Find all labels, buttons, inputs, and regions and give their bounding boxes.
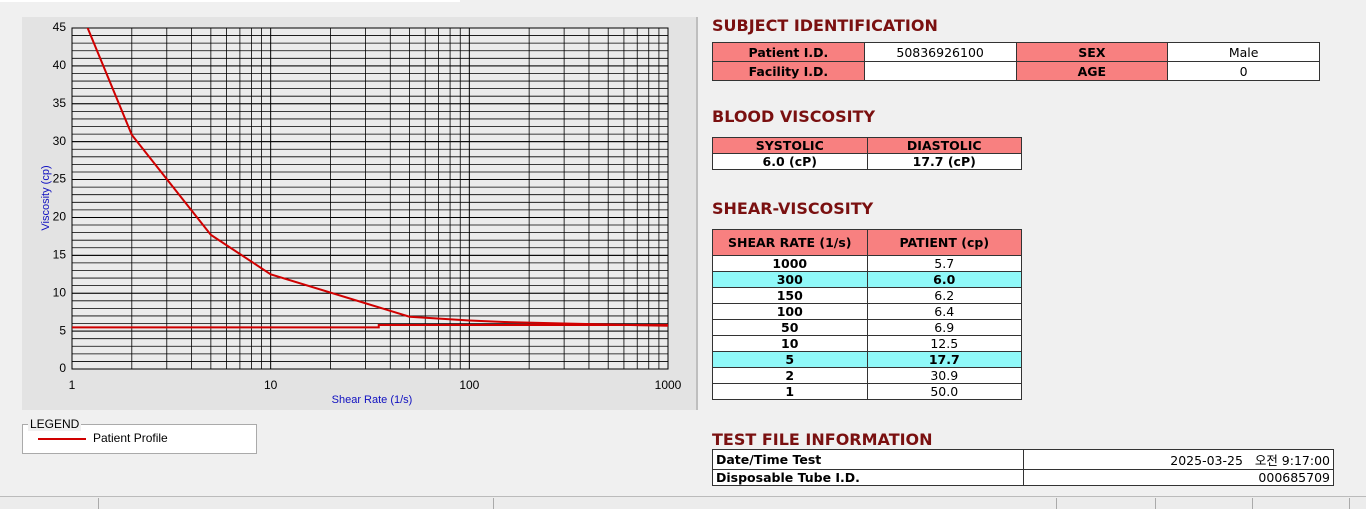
test-file-table: Date/Time Test 2025-03-25 오전 9:17:00 Dispo… bbox=[712, 449, 1334, 486]
label-cell: Facility I.D. bbox=[712, 61, 865, 81]
row: 1 50.0 bbox=[712, 383, 1022, 400]
rate-cell: 150 bbox=[712, 287, 868, 304]
label-cell: SEX bbox=[1015, 42, 1169, 62]
top-edge bbox=[0, 0, 460, 2]
y-tick-label: 0 bbox=[59, 361, 66, 375]
x-tick-label: 1000 bbox=[655, 378, 682, 392]
value-cell: 5.7 bbox=[866, 255, 1022, 272]
y-tick-label: 20 bbox=[53, 210, 67, 224]
label-cell: Patient I.D. bbox=[712, 42, 865, 62]
row: 6.0 (cP) 17.7 (cP) bbox=[712, 153, 1022, 170]
label-cell: Date/Time Test bbox=[712, 449, 1024, 470]
header-cell: SYSTOLIC bbox=[712, 137, 868, 154]
value-cell: 50.0 bbox=[866, 383, 1022, 400]
rate-cell: 5 bbox=[712, 351, 868, 368]
rate-cell: 50 bbox=[712, 319, 868, 336]
row: 100 6.4 bbox=[712, 303, 1022, 320]
value-cell: 6.0 (cP) bbox=[712, 153, 868, 170]
header-row: SYSTOLIC DIASTOLIC bbox=[712, 137, 1022, 154]
rate-cell: 2 bbox=[712, 367, 868, 384]
series-line bbox=[86, 28, 668, 327]
status-pane bbox=[98, 498, 494, 509]
subject-table: Patient I.D. 50836926100 SEX Male Facility I… bbox=[712, 42, 1320, 81]
section-title: TEST FILE INFORMATION bbox=[712, 430, 933, 449]
x-axis-label: Shear Rate (1/s) bbox=[332, 394, 413, 406]
legend-title: LEGEND bbox=[28, 417, 82, 431]
value-cell: 50836926100 bbox=[863, 42, 1017, 62]
y-tick-label: 5 bbox=[59, 323, 66, 337]
legend: LEGEND Patient Profile bbox=[22, 417, 257, 454]
label-cell: Disposable Tube I.D. bbox=[712, 469, 1024, 486]
rate-cell: 100 bbox=[712, 303, 868, 320]
row: 150 6.2 bbox=[712, 287, 1022, 304]
y-axis-label: Viscosity (cp) bbox=[40, 165, 52, 230]
x-tick-label: 10 bbox=[264, 378, 278, 392]
row: 10 12.5 bbox=[712, 335, 1022, 352]
legend-label: Patient Profile bbox=[93, 431, 168, 445]
status-bar bbox=[0, 496, 1366, 509]
value-cell: 6.4 bbox=[866, 303, 1022, 320]
value-cell: 6.2 bbox=[866, 287, 1022, 304]
row: 5 17.7 bbox=[712, 351, 1022, 368]
value-cell: 000685709 bbox=[1022, 469, 1334, 486]
section-title: BLOOD VISCOSITY bbox=[712, 107, 876, 126]
row: Facility I.D. AGE 0 bbox=[712, 61, 1320, 81]
rate-cell: 10 bbox=[712, 335, 868, 352]
section-title: SHEAR-VISCOSITY bbox=[712, 199, 874, 218]
value-cell: 6.0 bbox=[866, 271, 1022, 288]
value-cell: 0 bbox=[1167, 61, 1320, 81]
plot-area bbox=[71, 27, 669, 370]
y-tick-label: 15 bbox=[53, 248, 67, 262]
rate-cell: 300 bbox=[712, 271, 868, 288]
chart-panel: Shear Rate (1/s) Viscosity (cp) 0 5 10 15 20… bbox=[22, 17, 698, 410]
section-title: SUBJECT IDENTIFICATION bbox=[712, 16, 938, 35]
y-tick-label: 25 bbox=[53, 172, 67, 186]
row: 300 6.0 bbox=[712, 271, 1022, 288]
header-row: SHEAR RATE (1/s) PATIENT (cp) bbox=[712, 229, 1022, 256]
value-cell bbox=[863, 61, 1017, 81]
row: Disposable Tube I.D. 000685709 bbox=[712, 469, 1334, 486]
row: 1000 5.7 bbox=[712, 255, 1022, 272]
row: 50 6.9 bbox=[712, 319, 1022, 336]
status-pane bbox=[1252, 498, 1350, 509]
header-cell: DIASTOLIC bbox=[866, 137, 1022, 154]
label-cell: AGE bbox=[1015, 61, 1169, 81]
value-cell: 2025-03-25 오전 9:17:00 bbox=[1022, 449, 1334, 470]
y-tick-label: 10 bbox=[53, 285, 67, 299]
blood-table: SYSTOLIC DIASTOLIC 6.0 (cP) 17.7 (cP) bbox=[712, 137, 1022, 170]
x-tick-label: 100 bbox=[459, 378, 479, 392]
value-cell: 17.7 bbox=[866, 351, 1022, 368]
y-tick-label: 35 bbox=[53, 96, 67, 110]
value-cell: 6.9 bbox=[866, 319, 1022, 336]
shear-table: SHEAR RATE (1/s) PATIENT (cp) 1000 5.7 300 6.… bbox=[712, 229, 1022, 400]
header-cell: PATIENT (cp) bbox=[866, 229, 1022, 256]
value-cell: 12.5 bbox=[866, 335, 1022, 352]
y-tick-label: 45 bbox=[53, 20, 67, 34]
legend-swatch bbox=[38, 438, 86, 440]
row: Date/Time Test 2025-03-25 오전 9:17:00 bbox=[712, 449, 1334, 470]
series-line bbox=[72, 324, 668, 329]
x-tick-label: 1 bbox=[69, 378, 76, 392]
value-cell: Male bbox=[1167, 42, 1320, 62]
header-cell: SHEAR RATE (1/s) bbox=[712, 229, 868, 256]
rate-cell: 1 bbox=[712, 383, 868, 400]
row: Patient I.D. 50836926100 SEX Male bbox=[712, 42, 1320, 62]
status-pane bbox=[1056, 498, 1156, 509]
y-tick-label: 30 bbox=[53, 134, 67, 148]
value-cell: 17.7 (cP) bbox=[866, 153, 1022, 170]
y-tick-label: 40 bbox=[53, 58, 67, 72]
value-cell: 30.9 bbox=[866, 367, 1022, 384]
row: 2 30.9 bbox=[712, 367, 1022, 384]
rate-cell: 1000 bbox=[712, 255, 868, 272]
